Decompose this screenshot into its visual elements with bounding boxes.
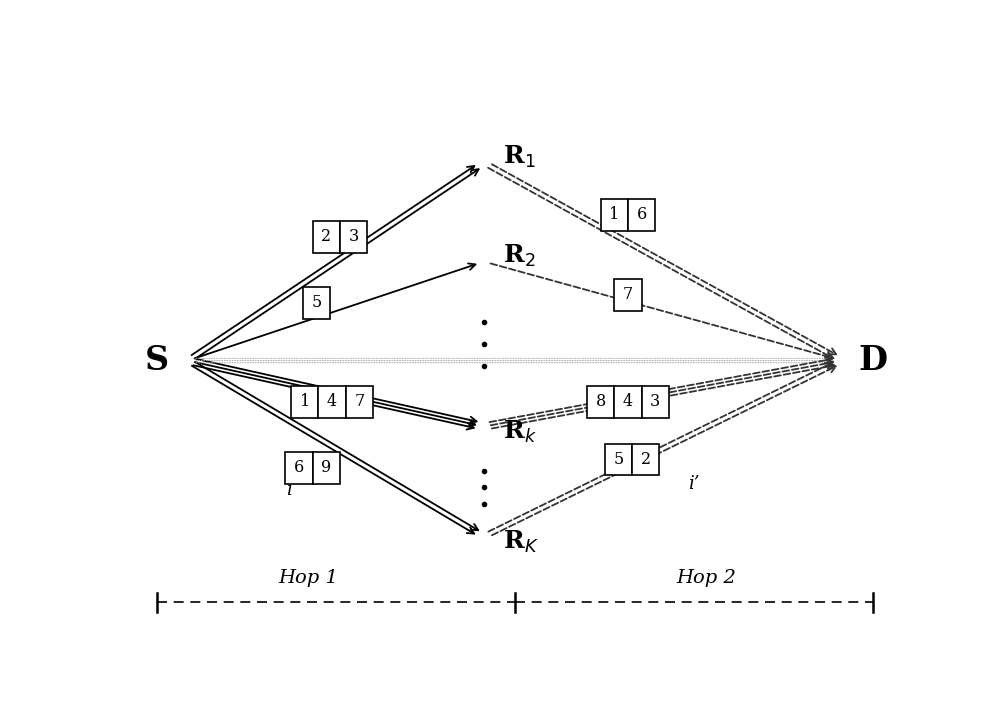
Bar: [614, 386, 641, 418]
Bar: [340, 221, 367, 253]
Bar: [319, 386, 346, 418]
Text: 3: 3: [349, 228, 359, 246]
Text: Hop 1: Hop 1: [278, 569, 339, 587]
Text: 5: 5: [312, 294, 322, 311]
Text: 1: 1: [609, 206, 619, 223]
Text: R$_K$: R$_K$: [504, 529, 539, 555]
Bar: [313, 221, 340, 253]
Bar: [641, 386, 669, 418]
Text: 6: 6: [293, 459, 305, 476]
Text: R$_2$: R$_2$: [504, 243, 536, 269]
Text: D: D: [859, 344, 887, 377]
Text: 7: 7: [623, 286, 633, 303]
Text: 3: 3: [650, 393, 660, 411]
Bar: [291, 386, 319, 418]
Text: i’: i’: [688, 476, 699, 493]
Text: R$_k$: R$_k$: [504, 419, 537, 445]
Bar: [303, 287, 330, 318]
Text: 4: 4: [623, 393, 633, 411]
Text: Hop 2: Hop 2: [676, 569, 736, 587]
Bar: [587, 386, 614, 418]
Bar: [285, 452, 313, 483]
Text: 7: 7: [354, 393, 365, 411]
Bar: [601, 199, 628, 231]
Text: 2: 2: [640, 451, 650, 468]
Bar: [614, 278, 641, 311]
Bar: [632, 443, 659, 476]
Text: 6: 6: [636, 206, 647, 223]
Text: 9: 9: [321, 459, 332, 476]
Bar: [313, 452, 340, 483]
Bar: [605, 443, 632, 476]
Text: i: i: [286, 481, 292, 499]
Text: 2: 2: [322, 228, 332, 246]
Text: R$_1$: R$_1$: [504, 144, 536, 170]
Text: 4: 4: [327, 393, 337, 411]
Text: 1: 1: [299, 393, 310, 411]
Text: S: S: [145, 344, 169, 377]
Text: 8: 8: [596, 393, 606, 411]
Bar: [346, 386, 373, 418]
Bar: [628, 199, 655, 231]
Text: 5: 5: [613, 451, 623, 468]
